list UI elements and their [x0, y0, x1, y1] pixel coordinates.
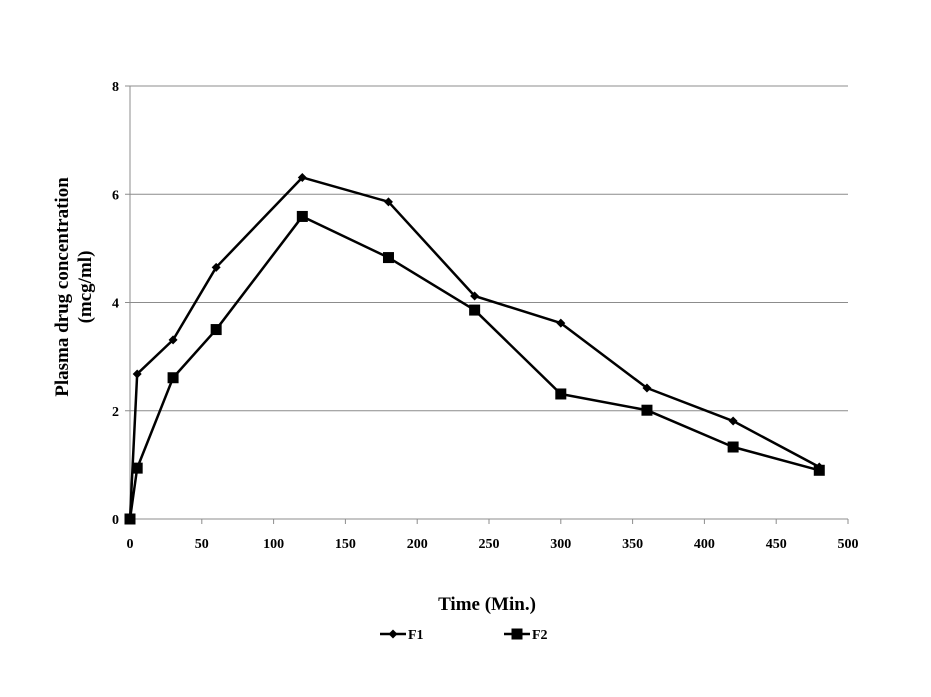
series-f2-point — [124, 513, 136, 525]
series-f2-point — [727, 441, 739, 453]
series-f1 — [125, 172, 824, 524]
series-f2-point — [382, 252, 394, 264]
x-tick-label: 50 — [195, 537, 209, 552]
legend-f2-label: F2 — [532, 628, 548, 643]
y-axis-title-line2: (mcg/ml) — [75, 251, 96, 324]
series-f2-point — [296, 210, 308, 222]
series-f2-point — [641, 404, 653, 416]
x-tick-label: 400 — [694, 537, 715, 552]
x-tick-label: 450 — [766, 537, 787, 552]
series-f1-point — [470, 291, 480, 301]
series-f1-point — [297, 172, 307, 182]
legend-f1-label: F1 — [408, 628, 424, 643]
x-tick-label: 300 — [550, 537, 571, 552]
x-tick-label: 350 — [622, 537, 643, 552]
series-f1-point — [132, 369, 142, 379]
series-f2-point — [469, 304, 481, 316]
series-f1-point — [383, 197, 393, 207]
series-f1-point — [211, 262, 221, 272]
series-f1-point — [556, 318, 566, 328]
series-f1-point — [168, 335, 178, 345]
series-f2-point — [167, 372, 179, 384]
series-f2 — [124, 210, 825, 525]
x-tick-label: 150 — [335, 537, 356, 552]
series-f2-point — [131, 462, 143, 474]
x-tick-label: 250 — [479, 537, 500, 552]
legend-f2-marker — [511, 628, 523, 640]
series-f2-point — [210, 324, 222, 336]
series-layer — [124, 172, 825, 525]
series-f1-point — [642, 383, 652, 393]
x-tick-label: 500 — [838, 537, 859, 552]
series-f2-point — [813, 464, 825, 476]
series-f1-point — [728, 416, 738, 426]
series-f2-line — [128, 215, 820, 520]
y-tick-label: 2 — [112, 405, 119, 420]
legend-item-f2: F2 — [504, 628, 548, 643]
legend-f1-marker — [388, 629, 398, 639]
y-tick-label: 0 — [112, 513, 119, 528]
x-tick-label: 200 — [407, 537, 428, 552]
x-tick-label: 100 — [263, 537, 284, 552]
x-axis-title: Time (Min.) — [438, 594, 536, 615]
x-tick-label: 0 — [127, 537, 134, 552]
y-tick-label: 6 — [112, 188, 119, 203]
legend-item-f1: F1 — [380, 628, 424, 643]
y-axis-title-line1: Plasma drug concentration — [52, 177, 73, 397]
gridlines — [130, 85, 848, 412]
tick-labels: 0 2 4 6 8 0 50 100 150 200 250 300 350 400 450 500 — [112, 80, 859, 552]
y-tick-label: 8 — [112, 80, 119, 95]
series-f2-point — [555, 388, 567, 400]
legend: F1 F2 — [380, 628, 548, 643]
y-tick-label: 4 — [112, 297, 119, 312]
series-f1-line — [128, 176, 820, 520]
